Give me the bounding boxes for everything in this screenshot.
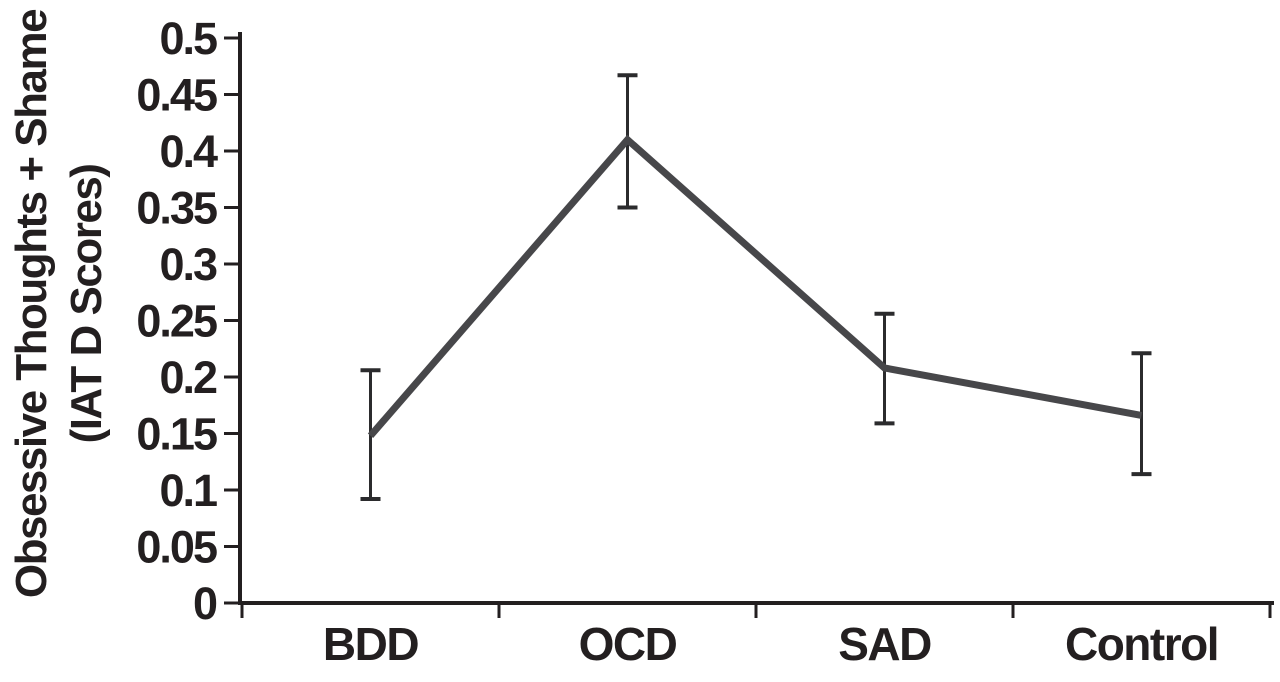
data-series-line [367, 134, 1143, 439]
y-tick-label: 0.2 [159, 352, 217, 403]
y-tick-label: 0.4 [159, 126, 218, 177]
y-tick-label: 0.45 [136, 70, 217, 121]
y-tick-label: 0.35 [136, 183, 217, 234]
x-category-label: BDD [323, 618, 418, 670]
x-category-label: SAD [838, 618, 931, 670]
y-tick-label: 0.05 [136, 522, 217, 573]
y-tick-label: 0.25 [136, 296, 217, 347]
y-tick-label: 0 [193, 578, 217, 629]
y-tick-label: 0.1 [159, 465, 217, 516]
x-category-label: OCD [579, 618, 677, 670]
y-tick-label: 0.15 [136, 409, 217, 460]
x-category-label: Control [1065, 618, 1218, 670]
y-tick-label: 0.3 [159, 239, 217, 290]
y-tick-label: 0.5 [159, 13, 217, 64]
